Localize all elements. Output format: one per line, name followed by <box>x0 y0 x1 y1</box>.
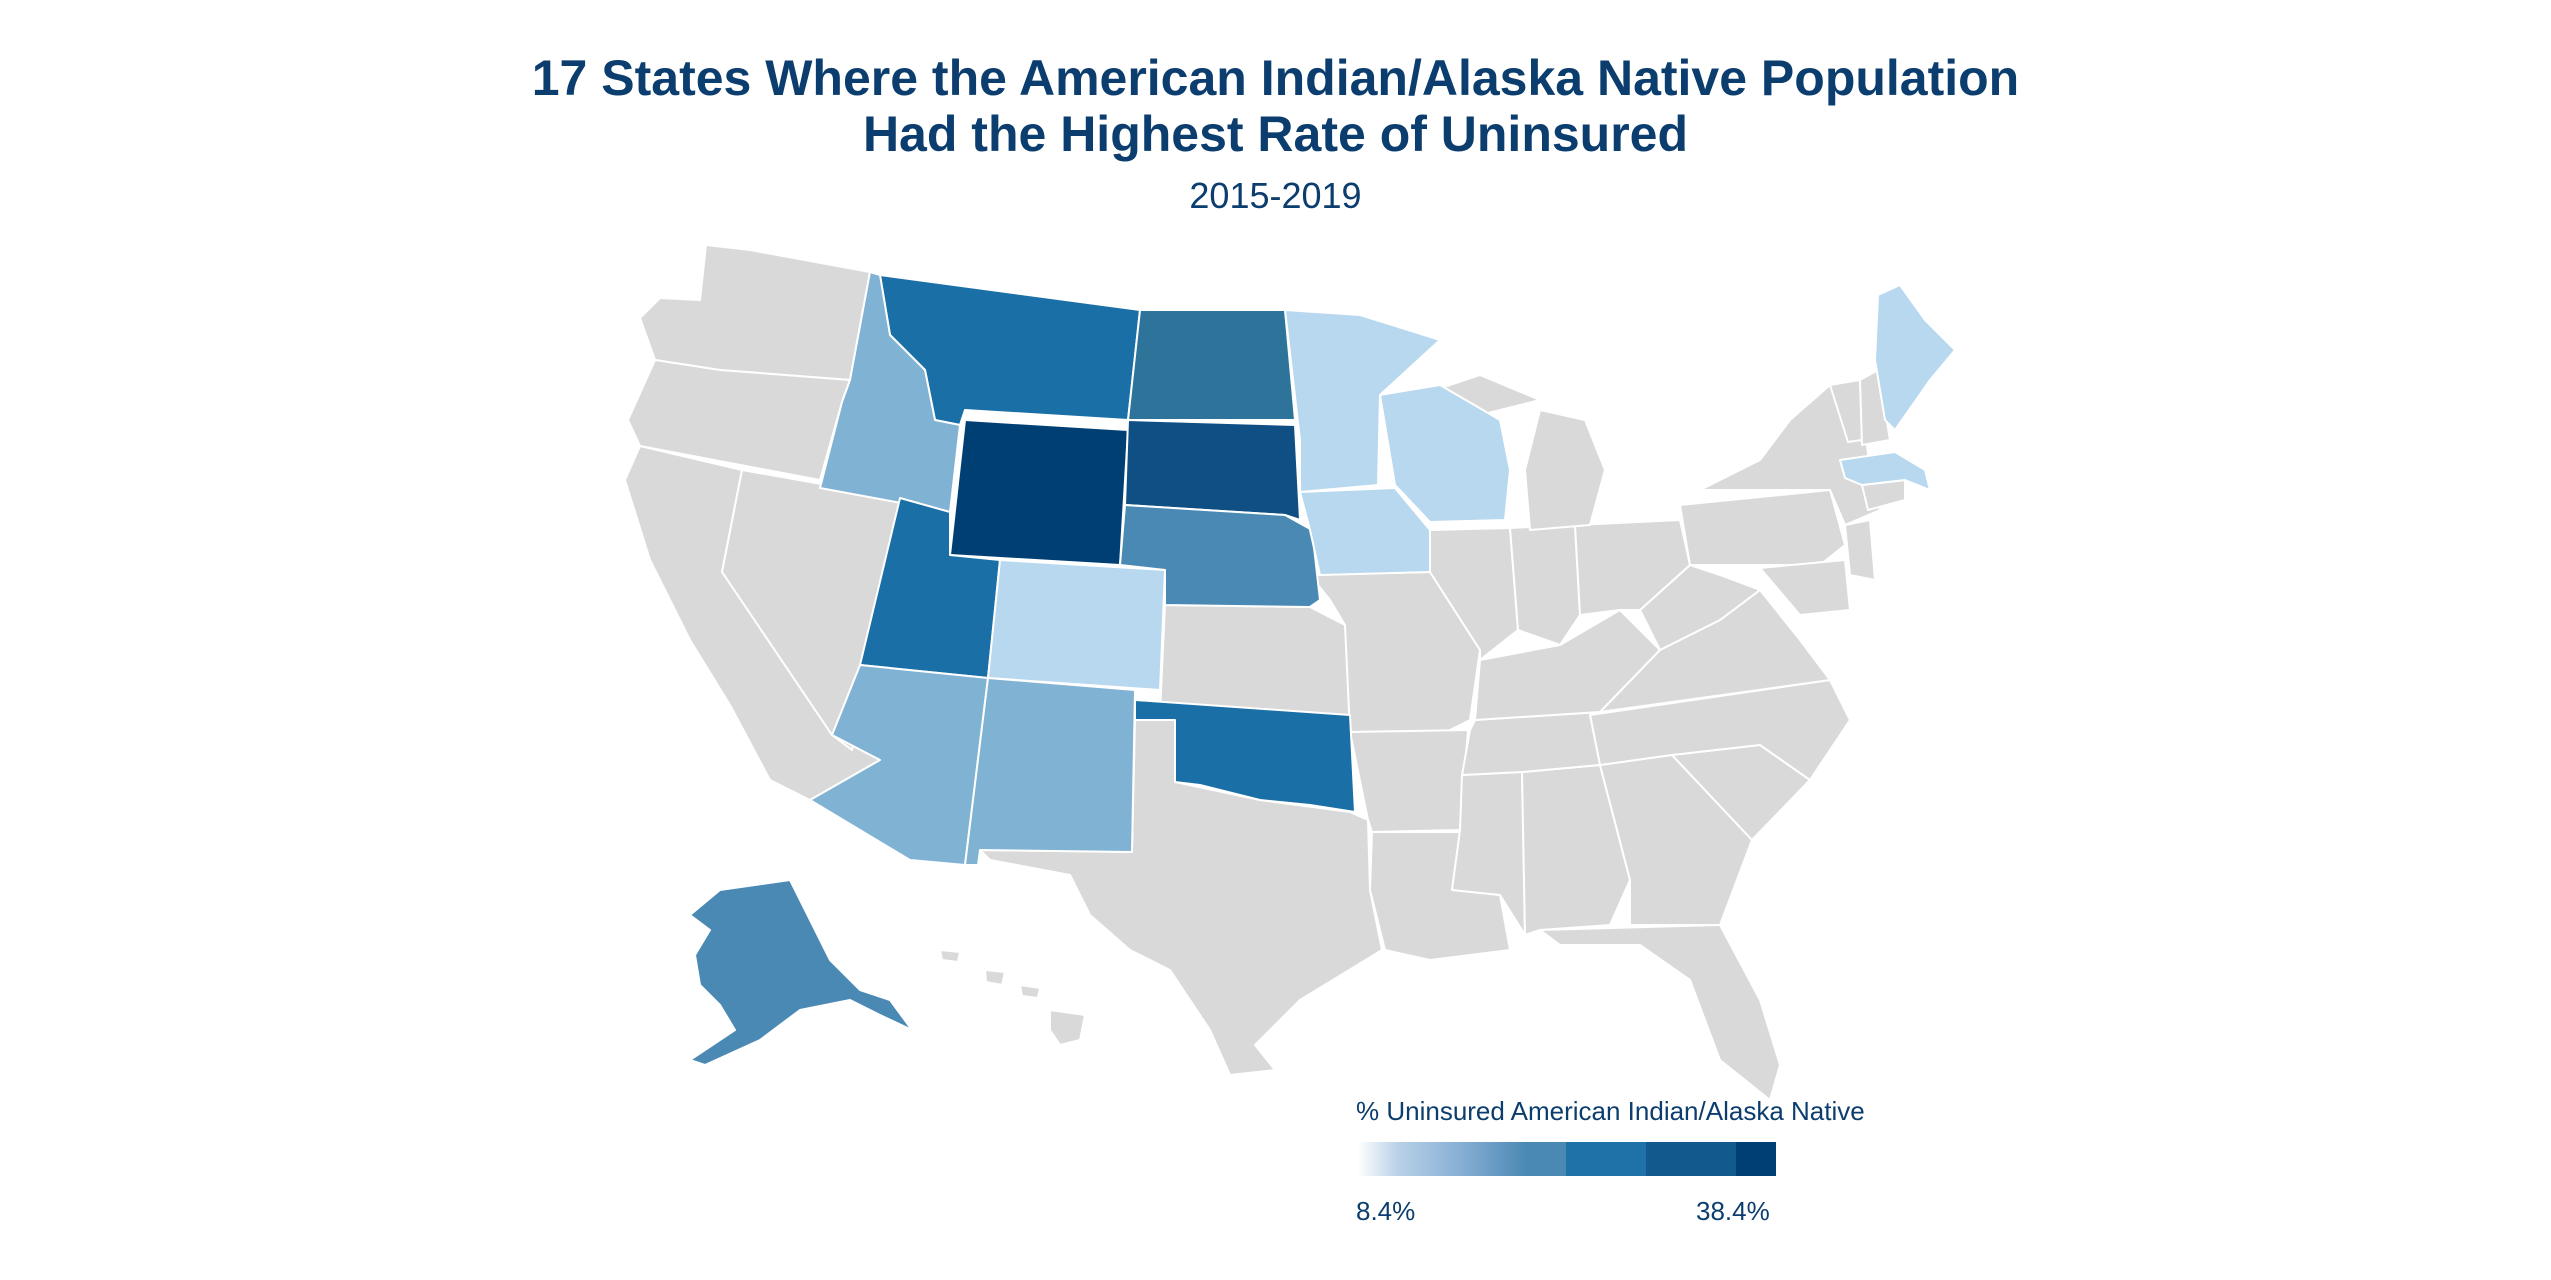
legend-swatch <box>1646 1142 1736 1176</box>
state-north-dakota <box>1127 309 1296 421</box>
state-new-jersey <box>1844 519 1876 581</box>
state-colorado <box>987 559 1166 691</box>
state-wisconsin <box>1379 384 1511 523</box>
chart-subtitle: 2015-2019 <box>1189 175 1362 216</box>
legend-swatch <box>1526 1142 1566 1176</box>
state-washington <box>639 244 871 381</box>
state-oklahoma <box>1134 699 1356 813</box>
state-tennessee <box>1461 711 1601 776</box>
state-new-mexico <box>964 677 1136 866</box>
state-maryland-delaware <box>1759 559 1851 616</box>
legend-swatch <box>1462 1142 1526 1176</box>
state-north-carolina <box>1589 679 1851 781</box>
state-ohio <box>1574 519 1691 616</box>
legend-max-label: 38.4% <box>1696 1196 1770 1226</box>
state-alaska <box>689 879 913 1066</box>
state-new-hampshire <box>1859 369 1891 446</box>
chart-title-line-1: 17 States Where the American Indian/Alas… <box>531 50 2020 106</box>
state-south-dakota <box>1124 419 1301 521</box>
state-minnesota <box>1284 309 1441 493</box>
state-indiana <box>1509 524 1581 646</box>
legend-swatch <box>1358 1142 1398 1176</box>
state-nebraska <box>1119 504 1321 608</box>
state-hawaii <box>939 949 1086 1046</box>
legend-min-label: 8.4% <box>1356 1196 1416 1226</box>
state-kansas <box>1159 604 1351 719</box>
state-florida <box>1539 924 1781 1101</box>
chart-title-line-2: Had the Highest Rate of Uninsured <box>862 106 1689 162</box>
state-arkansas <box>1349 729 1469 833</box>
state-maine <box>1874 284 1956 431</box>
legend-title: % Uninsured American Indian/Alaska Nativ… <box>1356 1096 1865 1126</box>
state-iowa <box>1299 487 1431 576</box>
legend-swatch <box>1736 1142 1776 1176</box>
state-pennsylvania <box>1679 489 1846 566</box>
state-wyoming <box>949 419 1129 566</box>
legend-color-scale <box>1358 1142 1776 1176</box>
state-idaho <box>819 271 961 513</box>
state-massachusetts <box>1839 451 1931 491</box>
legend-swatch <box>1566 1142 1646 1176</box>
legend-swatch <box>1398 1142 1462 1176</box>
